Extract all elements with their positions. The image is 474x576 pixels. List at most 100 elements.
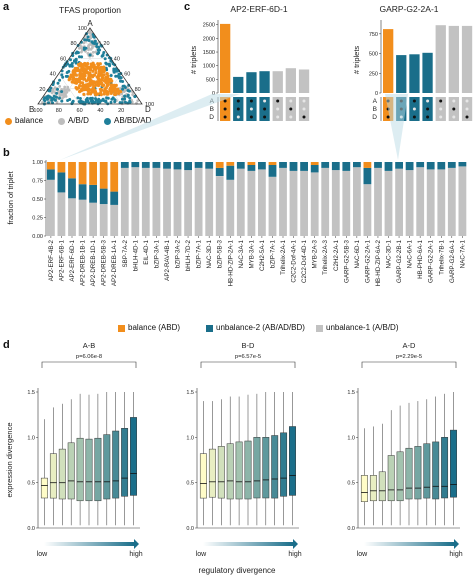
ternary-point-balance	[87, 88, 91, 92]
ternary-point-ad	[60, 73, 64, 77]
ternary-tick-a: 80	[70, 41, 76, 47]
b-category-label: bHLH-7D-2	[185, 239, 192, 271]
b-legend-swatch-balance	[118, 324, 125, 332]
ternary-point-abd	[66, 85, 70, 89]
b-category-label: bZIP-7A-1	[269, 239, 276, 268]
upset1-matrix-dot	[289, 115, 293, 119]
b-bar-segment	[426, 169, 435, 236]
b-category-label: NAC-6D-1	[354, 239, 361, 268]
ternary-point-ad	[89, 97, 93, 101]
upset1-ytick-label: 1000	[203, 64, 215, 70]
upset2-matrix-dot	[426, 115, 430, 119]
b-legend-balance: balance (ABD)	[118, 323, 180, 333]
ternary-point-ad	[111, 96, 115, 100]
upset1-bar	[285, 68, 296, 93]
upset2-matrix-dot	[386, 99, 390, 103]
ternary-point-balance	[102, 89, 106, 93]
b-legend-unbalance1: unbalance-1 (A/B/D)	[316, 323, 398, 333]
ternary-point-abd	[63, 85, 67, 89]
b-bar-segment	[321, 162, 330, 168]
ternary-point-abd	[123, 89, 127, 92]
b-bar-segment	[374, 167, 382, 236]
ternary-point-ad	[71, 99, 75, 103]
b-category-label: AP2-DREB-5B-3	[101, 239, 108, 286]
ternary-point-balance	[109, 91, 113, 95]
b-category-label: NAC-3D-1	[386, 239, 393, 268]
b-category-label: MYB-2A-3	[312, 239, 319, 268]
ternary-point-abd	[87, 31, 91, 34]
panel-label-b: b	[3, 147, 10, 159]
d-ytick-label: 1.0	[27, 435, 35, 441]
d-box	[94, 437, 102, 502]
b-bar-segment	[395, 168, 403, 236]
d-gradient-bar	[364, 542, 454, 546]
d-ytick-label: 1.0	[186, 435, 194, 441]
vertex-b: B	[29, 105, 34, 114]
b-bar-segment	[215, 167, 224, 176]
upset2-bar	[383, 29, 394, 94]
b-category-label: MYB-3A-1	[248, 239, 255, 268]
ternary-point-ad	[70, 62, 74, 65]
ternary-point-ad	[123, 100, 127, 104]
b-bar-segment	[47, 169, 55, 180]
b-category-label: NAC-3D-1	[206, 239, 213, 268]
ternary-point-balance	[72, 76, 76, 80]
upset1-matrix-dot	[289, 107, 293, 111]
b-bar-segment	[47, 179, 55, 236]
ternary-point-balance	[102, 83, 106, 87]
b-category-label: NAC-6A-1	[407, 239, 414, 268]
upset1-matrix-dot	[249, 115, 253, 119]
ternary-point-balance	[113, 92, 117, 96]
ternary-point-ad	[95, 42, 99, 46]
ternary-point-ad	[68, 98, 72, 101]
b-bar-segment	[120, 162, 129, 168]
d-box	[450, 429, 457, 498]
ternary-point-ad	[69, 58, 72, 62]
ternary-point-ad	[99, 99, 103, 103]
b-bar-segment	[173, 162, 182, 170]
d-gradient-arrow	[134, 539, 139, 549]
d-box	[226, 443, 234, 500]
upset1: 0 500 1000 1500 2000 2500 ABD	[203, 20, 310, 121]
d-box	[235, 441, 243, 500]
ternary-point-balance	[91, 69, 95, 73]
d-box	[396, 451, 404, 502]
ternary-point-ad	[77, 55, 81, 59]
ternary-point-ad	[123, 86, 127, 89]
upset2-ytick-label: 500	[369, 52, 378, 58]
b-bar-segment	[363, 167, 372, 185]
d-box	[280, 432, 288, 497]
upset1-ytick-label: 1500	[203, 50, 215, 56]
b-legend-label-balance: balance (ABD)	[128, 323, 181, 332]
ternary-point-ad	[121, 80, 125, 83]
ternary-point-ad	[104, 99, 108, 103]
ternary-point-ad	[96, 48, 100, 52]
d-ytick-label: 0.0	[186, 526, 194, 532]
d-box	[262, 437, 270, 499]
upset2-matrix-dot	[412, 107, 416, 111]
b-category-label: bZIP-3A-1	[153, 239, 160, 268]
d-ytick-label: 1.5	[27, 390, 35, 396]
ternary-point-ad	[106, 96, 110, 100]
b-category-label: C2C2-Dof-4A-1	[291, 239, 298, 282]
upset1-matrix-dot	[302, 107, 306, 111]
ternary-point-abd	[89, 34, 93, 38]
ternary-point-abd	[60, 88, 64, 91]
ternary-tick-b: 20	[118, 108, 124, 114]
ternary-point-balance	[102, 73, 106, 77]
upset2-matrix-dot	[465, 115, 469, 119]
b-bar-segment	[205, 168, 214, 236]
b-category-label: C2H2-5A-1	[259, 239, 266, 271]
upset2-matrix-dot	[452, 107, 456, 111]
ternary-point-ad	[56, 81, 60, 85]
ternary-point-balance	[111, 88, 115, 92]
ternary-point-ad	[82, 47, 86, 51]
b-bar-segment	[110, 204, 119, 236]
b-bar-segment	[279, 167, 287, 236]
b-category-label: bZIP-7A-1	[196, 239, 203, 268]
ternary-point-balance	[89, 79, 93, 83]
upset1-matrix-dot	[276, 99, 280, 103]
b-bar-segment	[57, 192, 66, 236]
upset2-bar	[435, 25, 446, 94]
ternary-point-ad	[88, 53, 92, 57]
